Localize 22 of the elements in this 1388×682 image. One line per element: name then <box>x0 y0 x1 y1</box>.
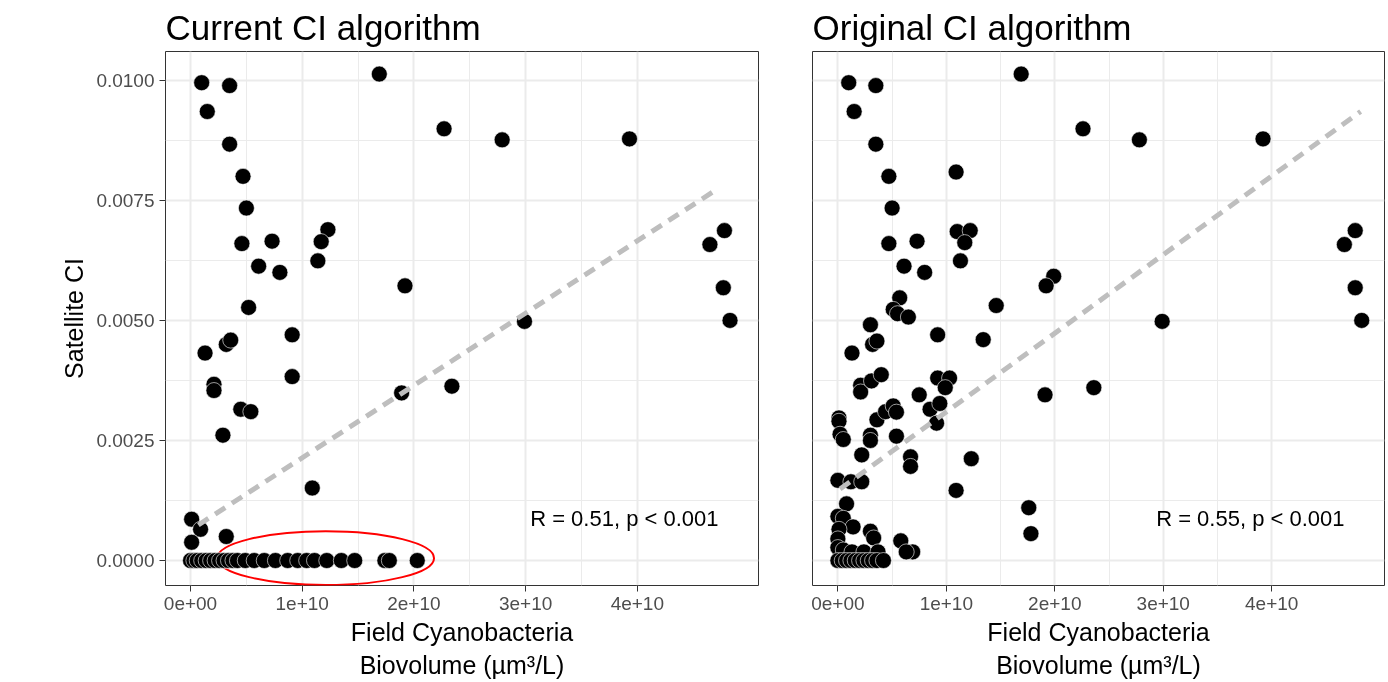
chart-title: Original CI algorithm <box>812 7 1132 47</box>
x-tick-label: 4e+10 <box>1245 592 1299 614</box>
annotation: R = 0.55, p < 0.001 <box>1156 505 1345 531</box>
y-tick-label: 0.0075 <box>96 189 155 211</box>
chart-title: Current CI algorithm <box>165 7 481 47</box>
x-tick-label: 2e+10 <box>1028 592 1082 614</box>
y-tick-label: 0.0000 <box>96 550 155 572</box>
x-tick-label: 1e+10 <box>275 592 329 614</box>
x-tick-label: 1e+10 <box>919 592 974 614</box>
x-tick-label: 2e+10 <box>387 592 441 614</box>
x-axis-title: Field Cyanobacteria Biovolume (µm³/L) <box>350 617 574 680</box>
x-axis-title: Field Cyanobacteria Biovolume (µm³/L) <box>987 617 1210 680</box>
y-tick-label: 0.0050 <box>96 309 155 331</box>
x-tick-label: 0e+00 <box>163 592 218 614</box>
x-tick-label: 3e+10 <box>1136 592 1190 614</box>
x-tick-label: 4e+10 <box>610 592 664 614</box>
y-axis-title: Satellite CI <box>60 258 89 379</box>
x-tick-label: 0e+00 <box>811 592 865 614</box>
x-tick-label: 3e+10 <box>498 592 553 614</box>
y-tick-label: 0.0100 <box>96 69 155 91</box>
annotation: R = 0.51, p < 0.001 <box>530 505 719 531</box>
y-tick-label: 0.0025 <box>96 429 155 451</box>
